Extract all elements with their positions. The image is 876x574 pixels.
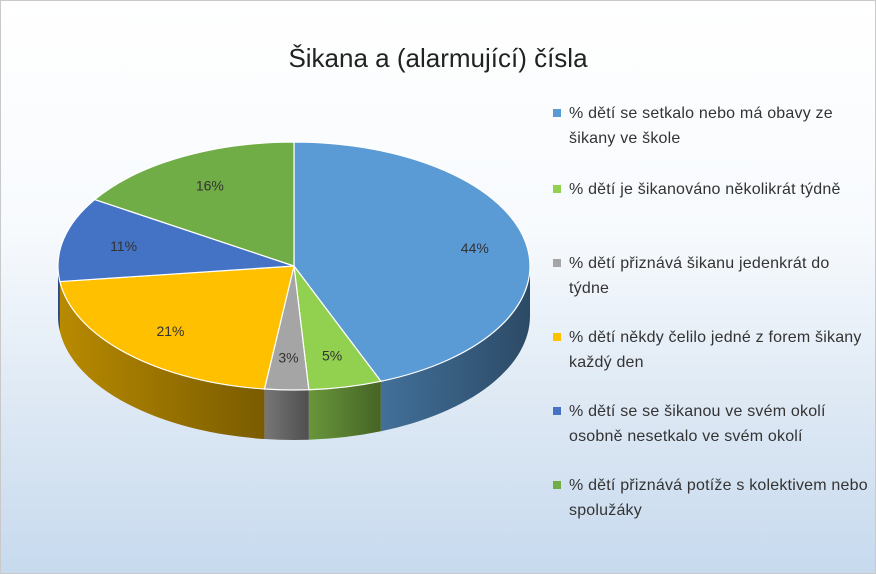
- pie-slice-0: [293, 141, 531, 382]
- data-label-5: 16%: [196, 178, 224, 194]
- data-label-0: 44%: [461, 240, 489, 256]
- chart-title: Šikana a (alarmující) čísla: [288, 43, 588, 73]
- legend-item: % dětí se setkalo nebo má obavy ze šikan…: [553, 101, 869, 151]
- pie-side-2: [264, 389, 309, 440]
- legend-item: % dětí je šikanováno několikrát týdně: [553, 177, 869, 202]
- legend-item: % dětí přiznává šikanu jedenkrát do týdn…: [553, 251, 869, 301]
- legend-label: % dětí přiznává šikanu jedenkrát do týdn…: [569, 255, 830, 297]
- legend-item: % dětí přiznává potíže s kolektivem nebo…: [553, 473, 869, 523]
- pie-slice-5: [93, 141, 295, 267]
- legend-swatch: [553, 109, 561, 117]
- pie-slice-4: [57, 198, 295, 283]
- legend-swatch: [553, 259, 561, 267]
- legend-swatch: [553, 407, 561, 415]
- pie-side-0: [380, 266, 530, 432]
- legend-label: % dětí přiznává potíže s kolektivem nebo…: [569, 477, 868, 519]
- legend-item: % dětí někdy čelilo jedné z forem šikany…: [553, 325, 869, 375]
- pie-slice-3: [59, 265, 295, 390]
- pie-top: [57, 141, 531, 391]
- legend-label: % dětí někdy čelilo jedné z forem šikany…: [569, 329, 862, 371]
- legend-swatch: [553, 185, 561, 193]
- pie-side-4: [58, 266, 60, 332]
- data-label-4: 11%: [110, 238, 137, 254]
- legend-label: % dětí se setkalo nebo má obavy ze šikan…: [569, 105, 833, 147]
- data-label-2: 3%: [278, 350, 298, 366]
- legend-label: % dětí se se šikanou ve svém okolí osobn…: [569, 403, 826, 445]
- data-label-1: 5%: [322, 348, 342, 364]
- legend-swatch: [553, 333, 561, 341]
- data-label-3: 21%: [156, 323, 184, 339]
- legend-label: % dětí je šikanováno několikrát týdně: [569, 181, 841, 198]
- pie-side-3: [59, 281, 265, 440]
- legend-swatch: [553, 481, 561, 489]
- legend-item: % dětí se se šikanou ve svém okolí osobn…: [553, 399, 869, 449]
- pie-sides: [58, 266, 530, 440]
- pie-side-1: [308, 381, 381, 440]
